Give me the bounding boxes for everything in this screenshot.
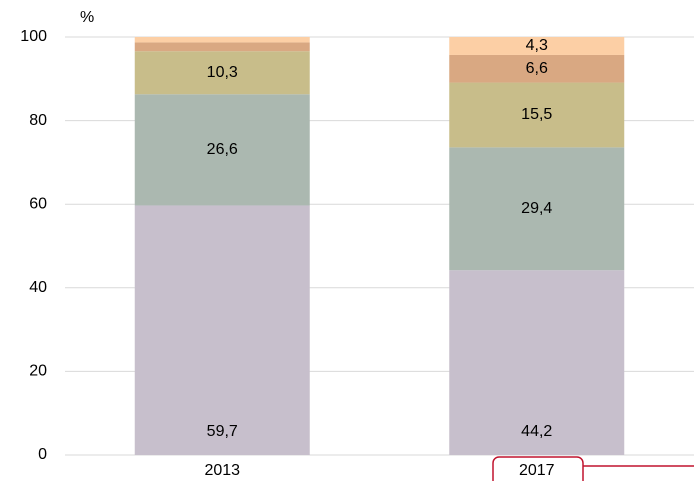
bar-segment — [134, 42, 310, 52]
y-tick-label: 40 — [29, 279, 47, 296]
bar-segment — [449, 147, 625, 271]
y-tick-label: 60 — [29, 195, 47, 212]
x-tick-label: 2013 — [204, 462, 240, 479]
y-axis-label: % — [80, 9, 94, 26]
data-label: 44,2 — [521, 423, 552, 440]
bar-segment — [134, 51, 310, 95]
bar-segment — [449, 37, 625, 55]
data-label: 26,6 — [207, 141, 238, 158]
data-label: 15,5 — [521, 106, 552, 123]
x-tick-label: 2017 — [519, 462, 555, 479]
data-label: 29,4 — [521, 200, 552, 217]
bar-segment — [134, 94, 310, 206]
bar-segment — [134, 205, 310, 455]
data-label: 6,6 — [526, 60, 548, 77]
y-tick-label: 100 — [20, 28, 47, 45]
bar-segment — [449, 82, 625, 148]
y-tick-label: 80 — [29, 112, 47, 129]
bar-segment — [449, 270, 625, 455]
data-label: 10,3 — [207, 64, 238, 81]
y-tick-label: 0 — [38, 446, 47, 463]
y-tick-label: 20 — [29, 363, 47, 380]
bar-segment — [449, 54, 625, 83]
bar-segment — [134, 37, 310, 43]
data-label: 59,7 — [207, 423, 238, 440]
data-label: 4,3 — [526, 37, 548, 54]
highlight-box — [492, 456, 584, 481]
